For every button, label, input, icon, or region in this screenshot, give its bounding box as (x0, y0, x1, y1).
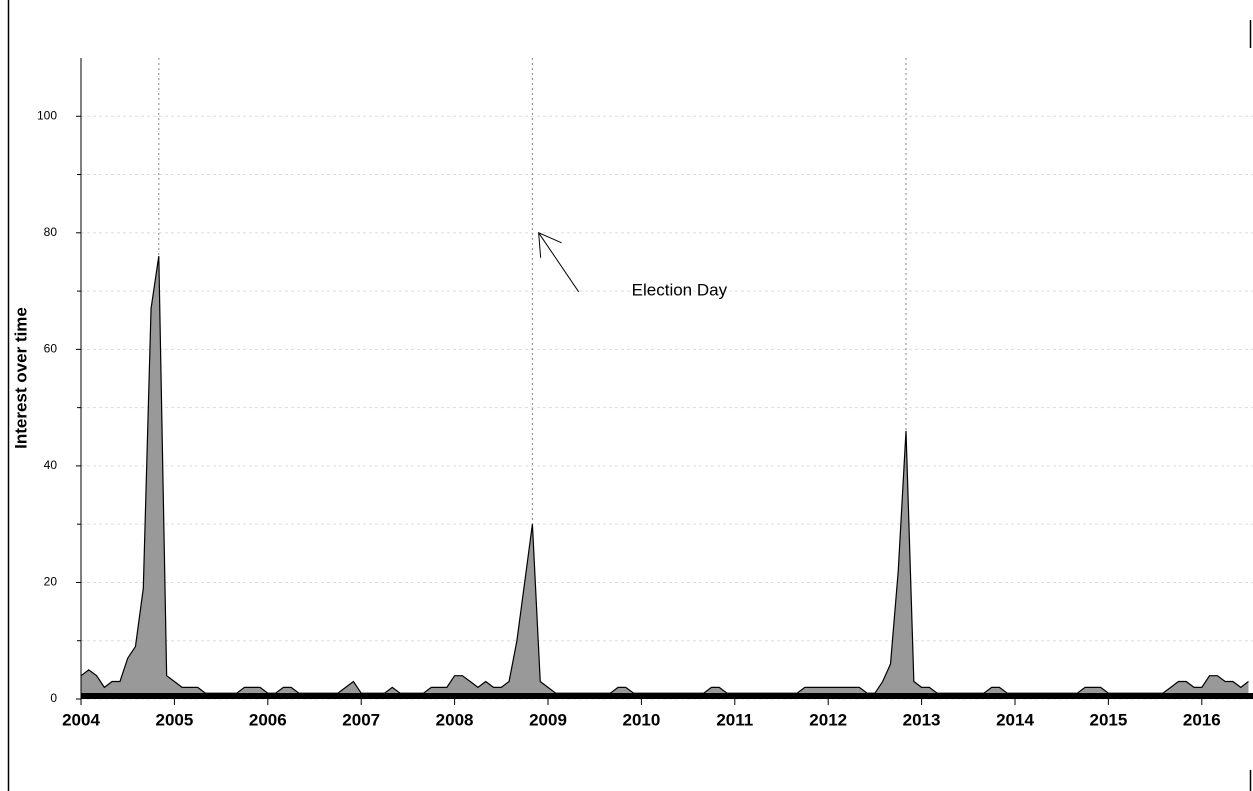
y-tick-label: 60 (44, 342, 58, 356)
y-axis-label: Interest over time (11, 307, 30, 449)
y-tick-label: 40 (44, 458, 58, 472)
x-tick-label: 2012 (809, 710, 847, 729)
x-tick-label: 2008 (436, 710, 474, 729)
x-tick-label: 2007 (342, 710, 380, 729)
x-tick-label: 2005 (155, 710, 193, 729)
x-tick-label: 2010 (622, 710, 660, 729)
x-tick-label: 2004 (62, 710, 100, 729)
x-tick-label: 2016 (1183, 710, 1221, 729)
y-tick-label: 0 (50, 691, 57, 705)
y-tick-label: 100 (37, 108, 57, 122)
x-tick-label: 2009 (529, 710, 567, 729)
x-tick-label: 2006 (249, 710, 287, 729)
y-tick-label: 80 (44, 225, 58, 239)
x-tick-label: 2011 (716, 710, 753, 729)
annotation-text: Election Day (632, 280, 728, 299)
x-tick-label: 2015 (1089, 710, 1127, 729)
x-tick-label: 2013 (903, 710, 941, 729)
y-tick-label: 20 (44, 575, 58, 589)
area (81, 256, 1249, 699)
annotation-arrowhead (538, 232, 562, 258)
area-outline (80, 256, 1249, 694)
annotation-arrow (538, 232, 580, 293)
x-tick-label: 2014 (996, 710, 1034, 729)
